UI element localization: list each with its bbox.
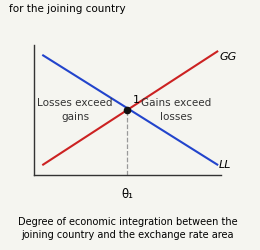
Text: LL: LL xyxy=(219,160,232,170)
Text: Losses exceed
gains: Losses exceed gains xyxy=(37,98,113,122)
Text: GG: GG xyxy=(219,52,236,62)
Text: θ₁: θ₁ xyxy=(121,188,133,201)
Text: Gains exceed
losses: Gains exceed losses xyxy=(141,98,211,122)
Text: Degree of economic integration between the
joining country and the exchange rate: Degree of economic integration between t… xyxy=(18,216,237,240)
Text: 1: 1 xyxy=(133,95,140,105)
Text: Gains and losses
for the joining country: Gains and losses for the joining country xyxy=(9,0,126,14)
